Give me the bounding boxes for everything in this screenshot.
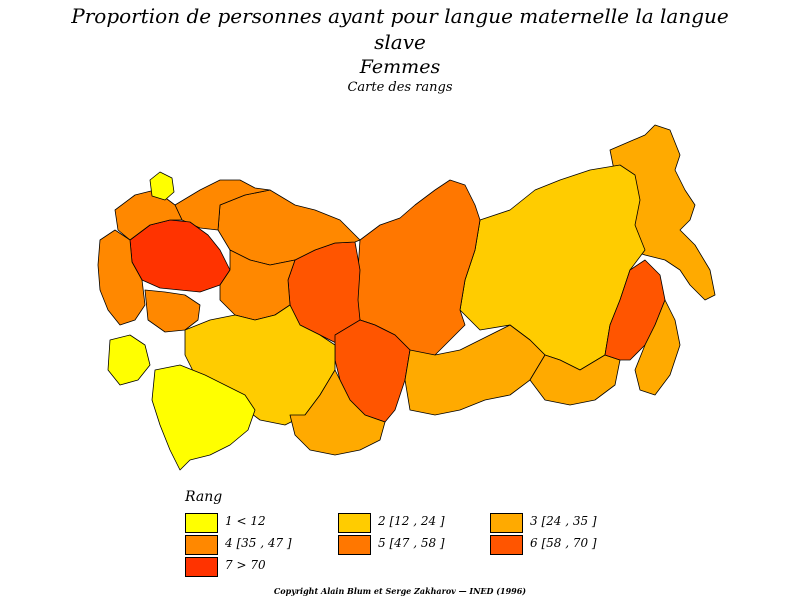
- region-altai: [289, 369, 386, 456]
- legend-label: 3 [24 , 35 ]: [530, 514, 597, 528]
- map-title-continued: slave: [374, 30, 426, 54]
- legend-label: 7 > 70: [225, 558, 266, 572]
- map-title: Proportion de personnes ayant pour langu…: [71, 4, 729, 28]
- legend-swatch: [490, 513, 523, 533]
- legend-swatch: [338, 513, 371, 533]
- legend-label: 1 < 12: [225, 514, 266, 528]
- legend-swatch: [185, 513, 218, 533]
- region-west: [97, 229, 146, 326]
- map-subtitle: Femmes: [359, 56, 441, 78]
- region-south: [144, 289, 201, 333]
- region-central-asia: [151, 364, 256, 471]
- region-caucasus: [107, 334, 151, 386]
- legend-swatch: [490, 535, 523, 555]
- legend-swatch: [338, 535, 371, 555]
- copyright: Copyright Alain Blum et Serge Zakharov —…: [273, 586, 527, 596]
- region-central-russia: [129, 219, 231, 293]
- legend-label: 2 [12 , 24 ]: [378, 514, 445, 528]
- legend-title: Rang: [185, 489, 223, 505]
- region-karelia: [149, 171, 175, 201]
- legend-label: 5 [47 , 58 ]: [378, 536, 445, 550]
- region-northwest: [114, 189, 183, 241]
- legend-swatch: [185, 535, 218, 555]
- legend-swatch: [185, 557, 218, 577]
- map-caption: Carte des rangs: [347, 80, 453, 95]
- legend-label: 4 [35 , 47 ]: [225, 536, 292, 550]
- legend-label: 6 [58 , 70 ]: [530, 536, 597, 550]
- choropleth-map: [97, 124, 716, 471]
- region-primorye: [634, 299, 681, 396]
